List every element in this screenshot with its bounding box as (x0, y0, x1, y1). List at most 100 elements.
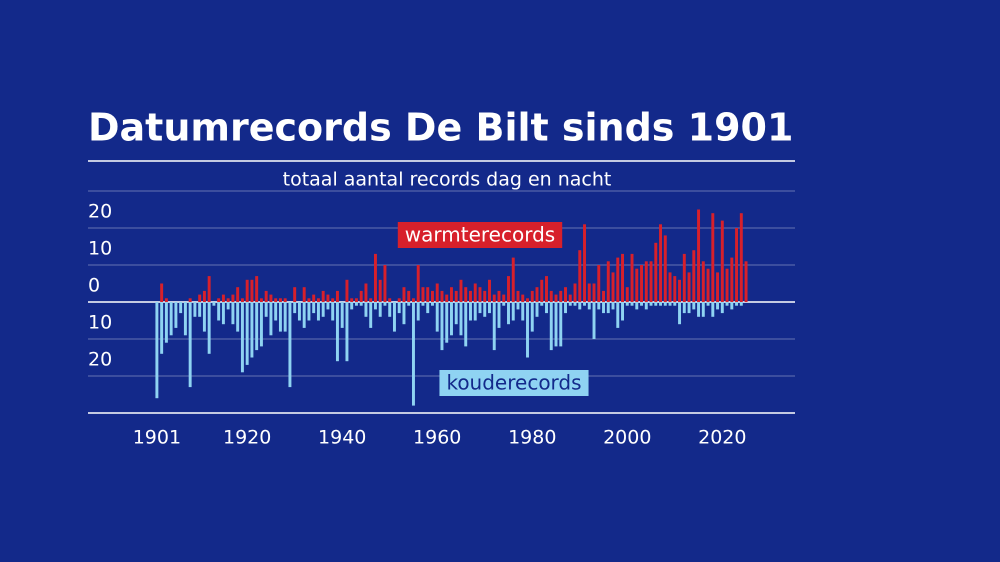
bar (250, 302, 254, 358)
bar (535, 302, 539, 317)
bar (302, 302, 306, 328)
bar (331, 298, 335, 302)
bar (240, 302, 244, 373)
bar (654, 242, 658, 302)
bar (411, 302, 415, 406)
bar (606, 302, 610, 314)
y-tick-label: 0 (88, 275, 100, 297)
bar (354, 302, 358, 306)
bar (706, 302, 710, 306)
bar (483, 302, 487, 317)
y-tick-label: 10 (88, 238, 112, 260)
bar (160, 283, 164, 302)
bar (302, 287, 306, 302)
bar (293, 302, 297, 314)
bar (407, 290, 411, 302)
bar (739, 302, 743, 306)
bar (321, 302, 325, 317)
bar (735, 228, 739, 302)
bar (430, 290, 434, 302)
bar (464, 287, 468, 302)
bar (692, 250, 696, 302)
bar (397, 302, 401, 314)
bar (611, 302, 615, 310)
bar (478, 302, 482, 314)
bar (221, 294, 225, 302)
bar (535, 287, 539, 302)
bar (507, 302, 510, 325)
bar (307, 298, 311, 302)
bar (312, 294, 316, 302)
bar (716, 302, 720, 310)
bar (274, 298, 278, 302)
bar (255, 276, 259, 302)
bar (687, 272, 691, 302)
x-tick-label: 1980 (508, 427, 556, 449)
bar (473, 302, 477, 321)
x-tick-label: 1901 (133, 427, 181, 449)
bar (354, 298, 358, 302)
bar (663, 302, 667, 306)
bar (526, 302, 529, 358)
bar (644, 302, 648, 310)
bar (221, 302, 225, 325)
bar (630, 253, 634, 302)
bar (578, 302, 582, 310)
bar (269, 302, 273, 336)
bar (511, 302, 515, 321)
bar (397, 298, 401, 302)
bar (573, 283, 577, 302)
bar (274, 302, 278, 321)
bar (711, 213, 715, 302)
bar (369, 302, 373, 328)
bar (402, 287, 406, 302)
bar (744, 261, 748, 302)
bar (226, 302, 230, 310)
bar (278, 302, 282, 332)
bar (583, 224, 586, 302)
bar (516, 302, 520, 310)
bar (331, 302, 335, 321)
bar (236, 302, 240, 332)
bar (364, 283, 368, 302)
bar (625, 287, 629, 302)
bar (578, 250, 582, 302)
bar (316, 302, 320, 321)
bar (568, 302, 572, 306)
bar (644, 261, 648, 302)
bar (469, 290, 472, 302)
bar (464, 302, 468, 347)
bar (388, 298, 392, 302)
bar (611, 272, 615, 302)
chart-subtitle: totaal aantal records dag en nacht (283, 169, 612, 191)
bar (160, 302, 164, 354)
bar (183, 302, 187, 336)
bar (188, 302, 192, 388)
bar (697, 209, 701, 302)
bar (321, 290, 325, 302)
bar (692, 302, 696, 310)
bar (402, 302, 406, 325)
bar (673, 302, 677, 306)
bar (416, 265, 420, 302)
bar (521, 302, 525, 321)
bar (335, 290, 339, 302)
bar (378, 302, 382, 317)
bar (568, 294, 572, 302)
bar (255, 302, 259, 351)
bar (217, 302, 221, 321)
bar (473, 283, 477, 302)
bar (621, 302, 624, 321)
bar (169, 302, 173, 336)
bar (478, 287, 482, 302)
bar (559, 302, 563, 347)
bar (564, 302, 567, 314)
x-tick-label: 2020 (698, 427, 746, 449)
bar (659, 224, 663, 302)
bar (488, 302, 491, 314)
bar (207, 302, 211, 354)
bar (682, 302, 686, 314)
bar (440, 302, 444, 351)
legend-swatch (439, 370, 589, 396)
